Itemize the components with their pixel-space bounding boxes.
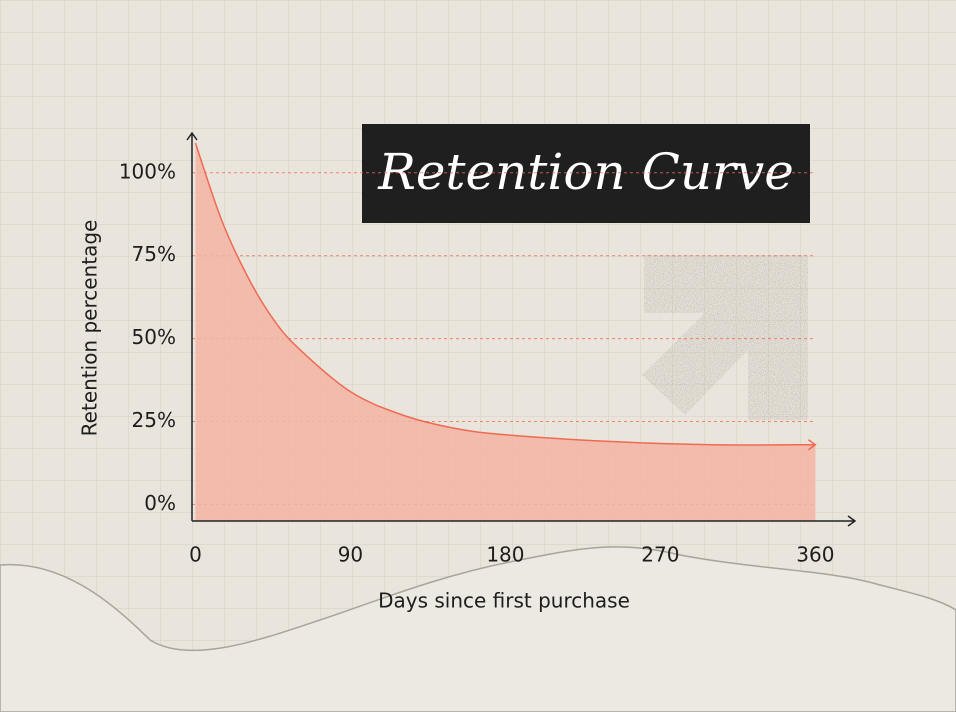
line <box>194 142 816 446</box>
x-tick-label: 270 <box>641 543 679 567</box>
y-axis <box>186 131 198 521</box>
line-arrowhead <box>807 439 817 451</box>
y-tick-label: 75% <box>132 242 176 266</box>
x-tick-label: 180 <box>486 543 524 567</box>
y-tick-label: 100% <box>119 159 176 183</box>
area-fill <box>195 142 816 521</box>
y-tick-label: 0% <box>144 491 176 515</box>
y-tick-label: 50% <box>132 325 176 349</box>
plot: 0% 25% 50% 75% 100% 0 90 180 270 360 <box>119 131 857 567</box>
x-axis <box>192 515 857 527</box>
x-tick-label: 90 <box>338 543 363 567</box>
title-box <box>362 124 810 223</box>
chart-title: Retention Curve <box>377 143 794 201</box>
x-tick-label: 360 <box>796 543 834 567</box>
x-tick-label: 0 <box>189 543 202 567</box>
x-axis-label: Days since first purchase <box>378 589 630 613</box>
y-axis-label: Retention percentage <box>78 220 102 437</box>
decor-arrow <box>642 255 808 420</box>
y-tick-label: 25% <box>132 408 176 432</box>
torn-paper <box>0 546 956 712</box>
